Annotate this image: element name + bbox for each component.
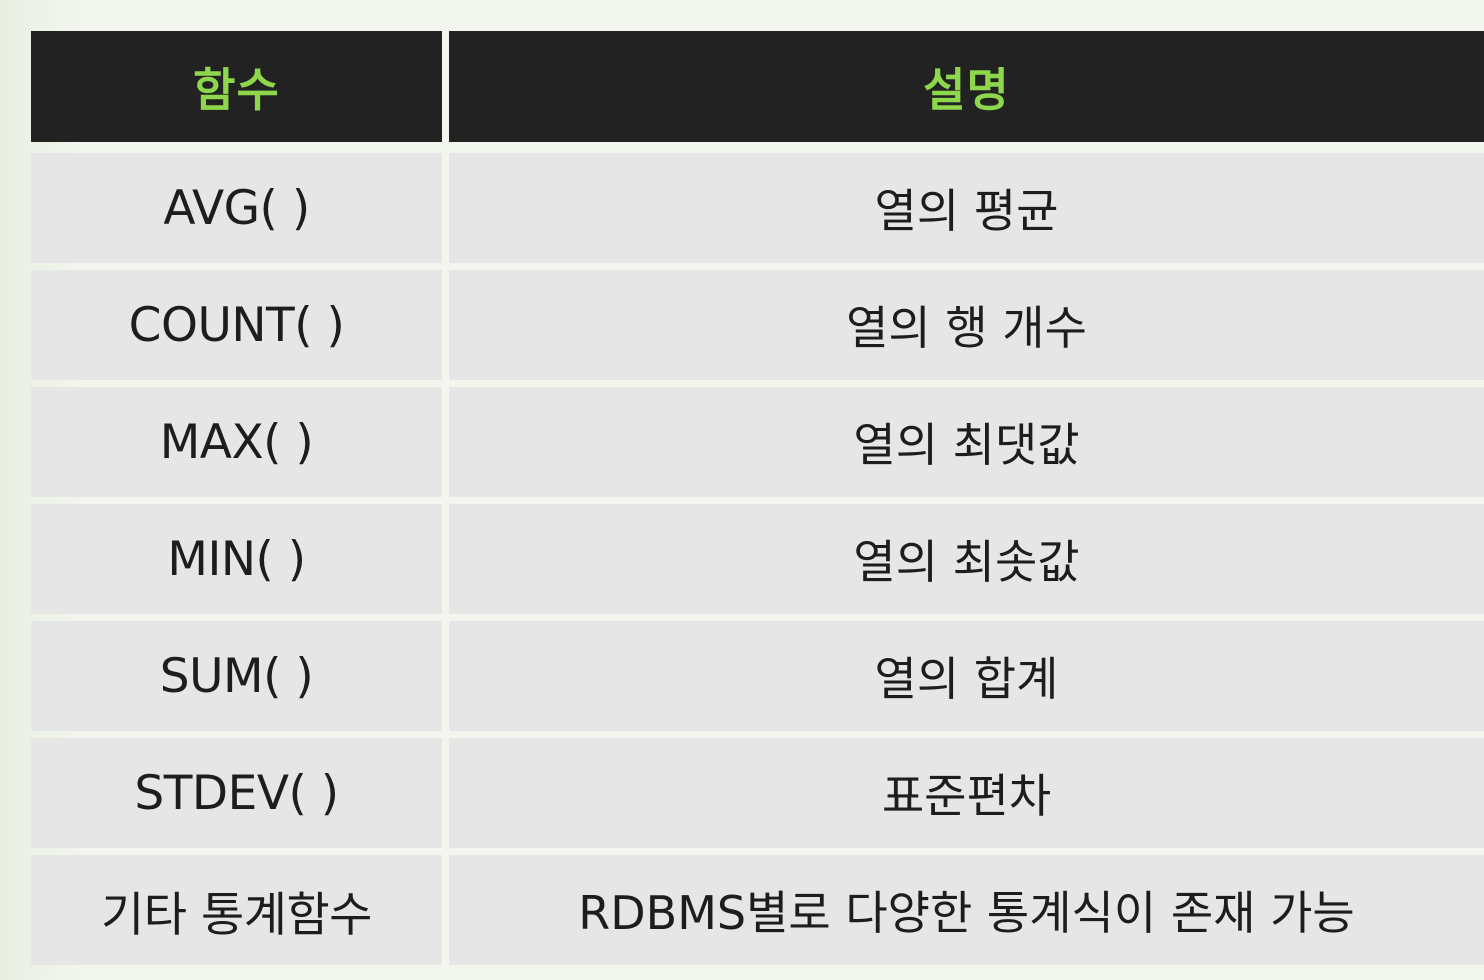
function-cell: SUM( ) <box>31 621 442 731</box>
header-function: 함수 <box>31 31 442 142</box>
function-cell: STDEV( ) <box>31 738 442 848</box>
description-cell: RDBMS별로 다양한 통계식이 존재 가능 <box>449 855 1484 965</box>
function-cell: 기타 통계함수 <box>31 855 442 965</box>
function-cell: MAX( ) <box>31 387 442 497</box>
function-cell: MIN( ) <box>31 504 442 614</box>
table-row: MIN( ) 열의 최솟값 <box>31 504 1484 614</box>
table-row: AVG( ) 열의 평균 <box>31 153 1484 263</box>
description-cell: 열의 최댓값 <box>449 387 1484 497</box>
table-row: COUNT( ) 열의 행 개수 <box>31 270 1484 380</box>
description-cell: 열의 평균 <box>449 153 1484 263</box>
function-cell: AVG( ) <box>31 153 442 263</box>
table-row: 기타 통계함수 RDBMS별로 다양한 통계식이 존재 가능 <box>31 855 1484 965</box>
table-row: MAX( ) 열의 최댓값 <box>31 387 1484 497</box>
description-cell: 열의 행 개수 <box>449 270 1484 380</box>
description-cell: 열의 최솟값 <box>449 504 1484 614</box>
description-cell: 열의 합계 <box>449 621 1484 731</box>
description-cell: 표준편차 <box>449 738 1484 848</box>
table-row: STDEV( ) 표준편차 <box>31 738 1484 848</box>
function-cell: COUNT( ) <box>31 270 442 380</box>
header-description: 설명 <box>449 31 1484 142</box>
table-row: SUM( ) 열의 합계 <box>31 621 1484 731</box>
table-header-row: 함수 설명 <box>31 31 1484 142</box>
aggregate-functions-table: 함수 설명 AVG( ) 열의 평균 COUNT( ) 열의 행 개수 MAX(… <box>31 31 1484 965</box>
